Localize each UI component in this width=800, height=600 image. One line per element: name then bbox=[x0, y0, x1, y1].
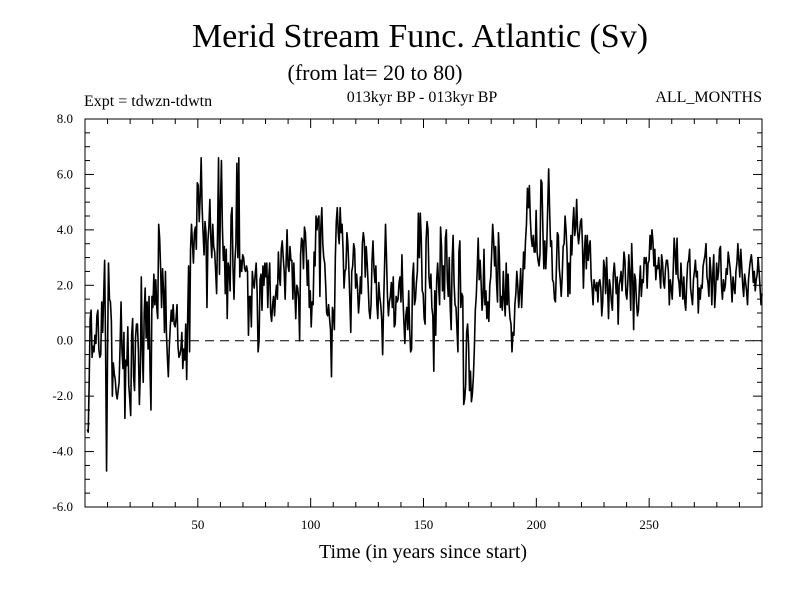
y-tick-label: 2.0 bbox=[57, 277, 73, 292]
y-tick-label: 6.0 bbox=[57, 166, 73, 181]
months-label: ALL_MONTHS bbox=[655, 89, 762, 106]
x-axis-ticks: 50 100 150 200 250 bbox=[107, 119, 740, 532]
period-label: 013kyr BP - 013kyr BP bbox=[347, 89, 498, 106]
x-tick-label: 50 bbox=[191, 517, 204, 532]
chart-subtitle: (from lat= 20 to 80) bbox=[288, 60, 463, 85]
y-tick-label: -4.0 bbox=[52, 444, 73, 459]
y-tick-label: 0.0 bbox=[57, 333, 73, 348]
x-tick-label: 200 bbox=[527, 517, 547, 532]
y-axis-ticks: -6.0 -4.0 -2.0 0.0 2.0 4.0 6.0 8.0 bbox=[52, 111, 762, 514]
y-tick-label: -6.0 bbox=[52, 499, 73, 514]
experiment-label: Expt = tdwzn-tdwtn bbox=[84, 93, 212, 110]
plot-frame bbox=[84, 118, 763, 508]
x-tick-label: 150 bbox=[414, 517, 434, 532]
x-tick-label: 250 bbox=[639, 517, 659, 532]
x-tick-label: 100 bbox=[301, 517, 321, 532]
chart-title: Merid Stream Func. Atlantic (Sv) bbox=[192, 18, 648, 55]
y-tick-label: 4.0 bbox=[57, 222, 73, 237]
y-tick-label: 8.0 bbox=[57, 111, 73, 126]
y-tick-label: -2.0 bbox=[52, 388, 73, 403]
x-axis-title: Time (in years since start) bbox=[319, 541, 527, 563]
series-line bbox=[86, 157, 763, 472]
